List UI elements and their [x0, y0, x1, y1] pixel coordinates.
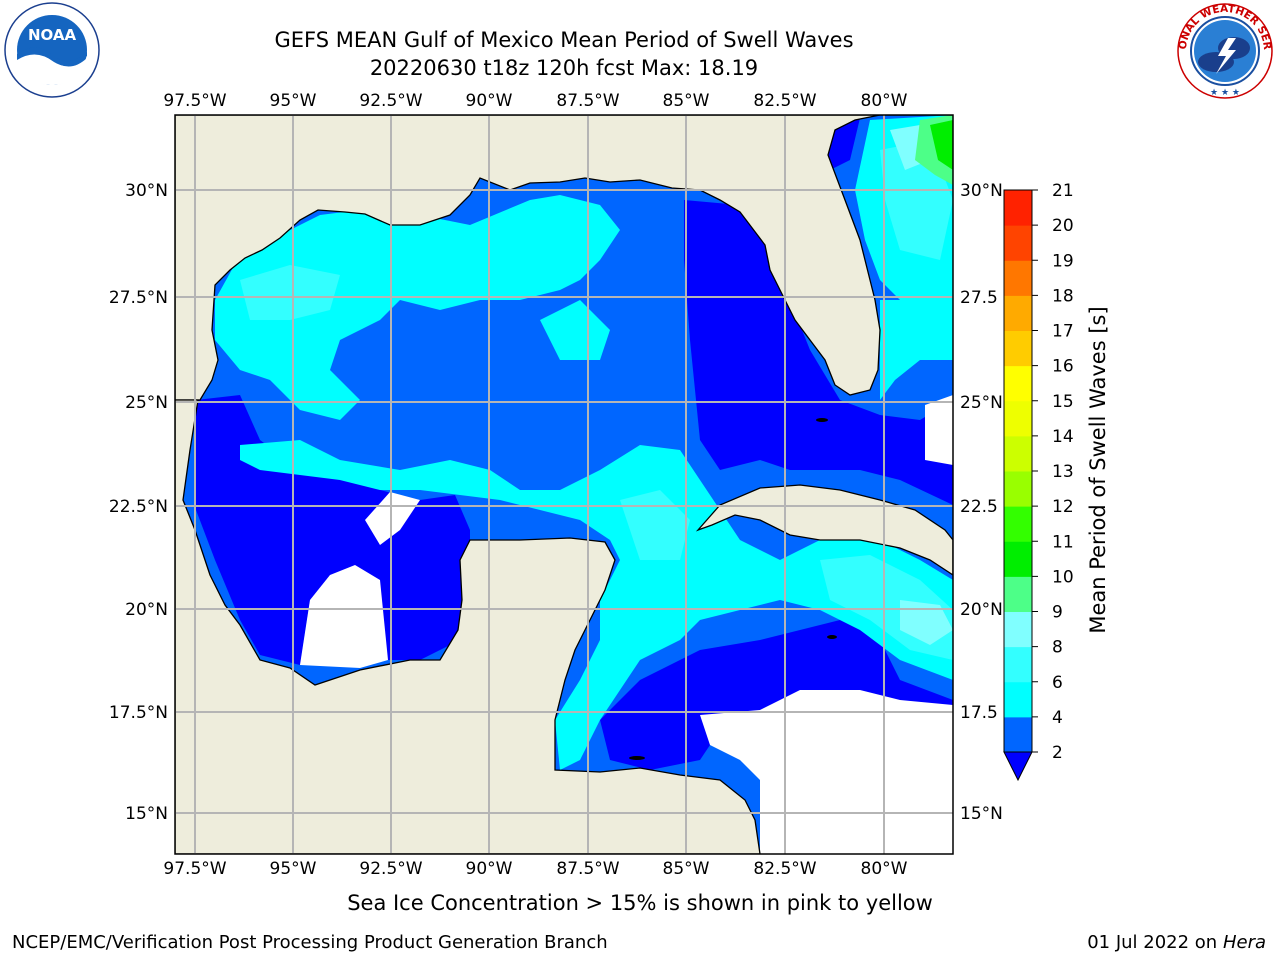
lon-label-bottom: 90°W	[466, 859, 513, 879]
lon-label-top: 95°W	[270, 91, 317, 111]
footer-credit: NCEP/EMC/Verification Post Processing Pr…	[12, 932, 608, 953]
colorbar-tick-label: 8	[1052, 638, 1063, 658]
swell-9-11s	[915, 115, 953, 185]
lat-label-left: 22.5°N	[109, 497, 168, 517]
lon-label-bottom: 85°W	[663, 859, 710, 879]
lon-label-bottom: 80°W	[861, 859, 908, 879]
colorbar-ticks: 2 4 6 8 9 10 11 12 13 14 15 16 17 18 19 20 21	[1032, 181, 1074, 763]
colorbar-band	[1004, 541, 1032, 577]
lon-label-top: 82.5°W	[753, 91, 816, 111]
lon-label-top: 97.5°W	[163, 91, 226, 111]
colorbar-tick-label: 18	[1052, 286, 1074, 306]
colorbar-band	[1004, 295, 1032, 331]
lat-label-right: 20°N	[960, 600, 1003, 620]
colorbar-band	[1004, 576, 1032, 612]
colorbar-under-arrow	[1003, 751, 1033, 782]
colorbar	[1003, 189, 1033, 782]
colorbar-band	[1004, 471, 1032, 507]
svg-text:★ ★ ★: ★ ★ ★	[1210, 88, 1240, 98]
colorbar-tick-label: 9	[1052, 603, 1063, 623]
lat-label-right: 15°N	[960, 804, 1003, 824]
chart-title: GEFS MEAN Gulf of Mexico Mean Period of …	[274, 28, 854, 52]
lat-label-left: 30°N	[125, 181, 168, 201]
lat-label-right: 27.5	[960, 288, 998, 308]
colorbar-tick-label: 4	[1052, 708, 1063, 728]
colorbar-tick-label: 19	[1052, 251, 1074, 271]
colorbar-band	[1004, 611, 1032, 648]
lon-label-bottom: 87.5°W	[556, 859, 619, 879]
colorbar-band	[1004, 400, 1032, 437]
lat-label-right: 25°N	[960, 393, 1003, 413]
lat-label-right: 30°N	[960, 181, 1003, 201]
lon-label-bottom: 92.5°W	[359, 859, 422, 879]
colorbar-band	[1004, 260, 1032, 296]
noaa-logo: NOAA	[4, 2, 100, 98]
footer-date-text: 01 Jul 2022 on	[1087, 932, 1218, 953]
colorbar-band	[1004, 225, 1032, 261]
colorbar-tick-label: 10	[1052, 567, 1074, 587]
islands	[629, 418, 837, 760]
colorbar-band	[1004, 506, 1032, 542]
sea-ice-note: Sea Ice Concentration > 15% is shown in …	[347, 891, 933, 915]
lat-label-left: 20°N	[125, 600, 168, 620]
colorbar-band	[1004, 365, 1032, 402]
lon-label-bottom: 97.5°W	[163, 859, 226, 879]
lon-label-top: 80°W	[861, 91, 908, 111]
colorbar-band	[1004, 646, 1032, 683]
colorbar-band	[1004, 716, 1032, 753]
colorbar-band	[1004, 681, 1032, 718]
colorbar-tick-label: 15	[1052, 392, 1074, 412]
colorbar-tick-label: 2	[1052, 743, 1063, 763]
lon-label-top: 85°W	[663, 91, 710, 111]
lat-label-left: 27.5°N	[109, 288, 168, 308]
lon-label-bottom: 82.5°W	[753, 859, 816, 879]
colorbar-tick-label: 21	[1052, 181, 1074, 201]
chart-subtitle: 20220630 t18z 120h fcst Max: 18.19	[369, 56, 759, 80]
colorbar-tick-label: 14	[1052, 427, 1074, 447]
land-masses	[175, 115, 953, 854]
noaa-logo-text: NOAA	[28, 26, 77, 44]
colorbar-band	[1004, 190, 1032, 226]
colorbar-tick-label: 12	[1052, 497, 1074, 517]
lat-label-right: 17.5	[960, 703, 998, 723]
lon-label-top: 90°W	[466, 91, 513, 111]
map-plot-area	[175, 115, 953, 854]
lon-label-bottom: 95°W	[270, 859, 317, 879]
colorbar-band	[1004, 435, 1032, 472]
colorbar-tick-label: 20	[1052, 216, 1074, 236]
gridlines	[175, 115, 953, 854]
colorbar-tick-label: 13	[1052, 462, 1074, 482]
footer-host: Hera	[1222, 932, 1266, 953]
colorbar-tick-label: 11	[1052, 532, 1074, 552]
lon-label-top: 87.5°W	[556, 91, 619, 111]
lat-label-left: 17.5°N	[109, 703, 168, 723]
colorbar-label: Mean Period of Swell Waves [s]	[1086, 306, 1110, 633]
lat-label-left: 25°N	[125, 393, 168, 413]
map-frame	[174, 114, 954, 855]
lon-label-top: 92.5°W	[359, 91, 422, 111]
lat-label-right: 22.5	[960, 497, 998, 517]
colorbar-tick-label: 6	[1052, 673, 1063, 693]
colorbar-band	[1004, 330, 1032, 367]
footer-date: 01 Jul 2022 on Hera	[1087, 932, 1266, 953]
lat-label-left: 15°N	[125, 804, 168, 824]
nws-logo: NATIONAL WEATHER SERVICE ★ ★ ★	[1176, 2, 1273, 99]
colorbar-tick-label: 16	[1052, 357, 1074, 377]
colorbar-tick-label: 17	[1052, 322, 1074, 342]
